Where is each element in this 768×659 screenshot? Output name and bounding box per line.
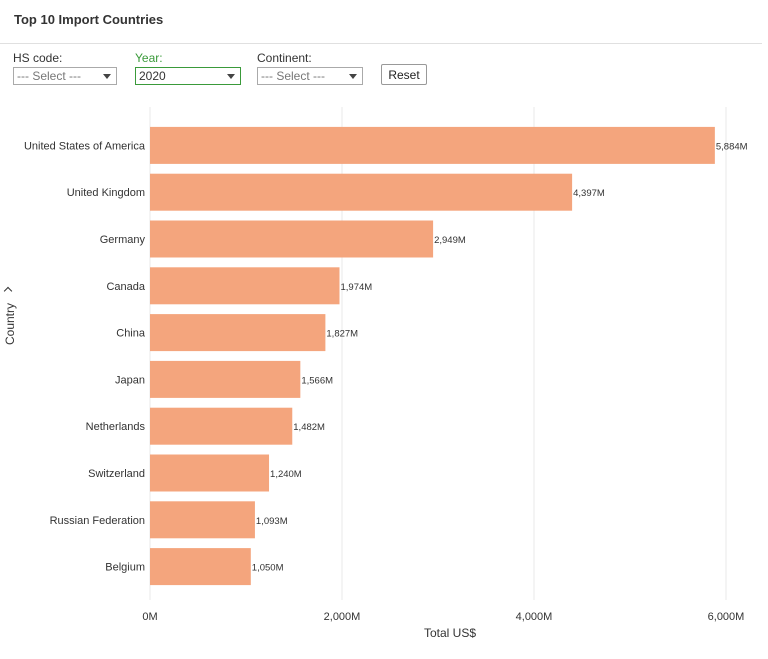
- continent-label: Continent:: [257, 51, 312, 65]
- category-label: Canada: [106, 281, 145, 293]
- x-tick-label: 0M: [142, 611, 157, 623]
- category-label: Russian Federation: [50, 515, 145, 527]
- x-axis-title: Total US$: [424, 626, 476, 640]
- continent-value: --- Select ---: [261, 69, 325, 83]
- y-axis-label: Country: [3, 302, 17, 345]
- x-tick-label: 6,000M: [708, 611, 745, 623]
- continent-select[interactable]: --- Select ---: [257, 67, 363, 85]
- data-label: 1,240M: [270, 469, 302, 480]
- data-label: 1,827M: [326, 329, 358, 340]
- bar[interactable]: [150, 220, 434, 258]
- category-label: United States of America: [24, 140, 146, 152]
- category-label: China: [116, 328, 146, 340]
- bar[interactable]: [150, 548, 251, 586]
- data-label: 4,397M: [573, 188, 605, 199]
- bar[interactable]: [150, 267, 340, 305]
- continent-filter: Continent: --- Select ---: [257, 51, 363, 85]
- year-value: 2020: [139, 69, 166, 83]
- category-label: Belgium: [105, 562, 145, 574]
- y-axis-title[interactable]: Country: [3, 285, 19, 345]
- header-divider: [0, 43, 762, 44]
- year-filter: Year: 2020: [135, 51, 241, 85]
- bar[interactable]: [150, 126, 715, 164]
- data-label: 1,482M: [293, 422, 325, 433]
- chart-title: Top 10 Import Countries: [14, 12, 164, 27]
- data-label: 5,884M: [716, 141, 748, 152]
- data-label: 1,566M: [301, 375, 333, 386]
- chevron-right-icon[interactable]: [3, 286, 13, 296]
- bar[interactable]: [150, 501, 255, 539]
- category-label: Switzerland: [88, 468, 145, 480]
- data-label: 1,093M: [256, 516, 288, 527]
- data-label: 2,949M: [434, 235, 466, 246]
- x-tick-label: 4,000M: [516, 611, 553, 623]
- category-label: Japan: [115, 374, 145, 386]
- year-select[interactable]: 2020: [135, 67, 241, 85]
- category-label: Germany: [100, 234, 146, 246]
- bar[interactable]: [150, 454, 270, 492]
- category-label: Netherlands: [86, 421, 146, 433]
- data-label: 1,050M: [252, 563, 284, 574]
- bar[interactable]: [150, 314, 326, 352]
- hs-code-value: --- Select ---: [17, 69, 81, 83]
- chevron-down-icon: [227, 74, 235, 79]
- hs-code-label: HS code:: [13, 51, 63, 65]
- hs-code-filter: HS code: --- Select ---: [13, 51, 117, 85]
- data-label: 1,974M: [341, 282, 373, 293]
- reset-button[interactable]: Reset: [381, 64, 427, 85]
- category-label: United Kingdom: [67, 187, 145, 199]
- x-tick-label: 2,000M: [324, 611, 361, 623]
- bar[interactable]: [150, 360, 301, 398]
- bar[interactable]: [150, 407, 293, 445]
- chevron-down-icon: [103, 74, 111, 79]
- hs-code-select[interactable]: --- Select ---: [13, 67, 117, 85]
- year-label: Year:: [135, 51, 163, 65]
- bar[interactable]: [150, 173, 573, 211]
- chevron-down-icon: [349, 74, 357, 79]
